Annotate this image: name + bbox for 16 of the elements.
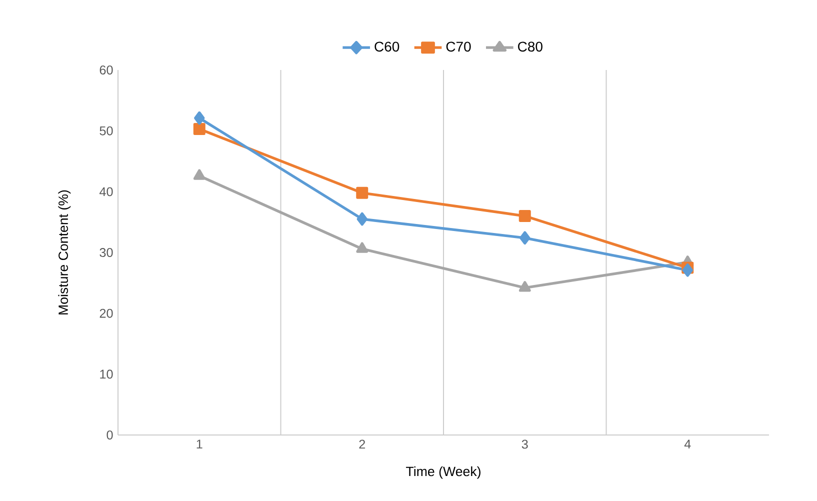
y-tick-label: 30 (100, 248, 113, 257)
legend-label: C80 (518, 42, 542, 52)
x-tick-label: 1 (196, 440, 202, 448)
y-axis-title: Moisture Content (%) (58, 190, 71, 314)
y-tick-label: 10 (100, 370, 113, 379)
y-tick-label: 20 (100, 308, 113, 318)
y-tick-label: 50 (100, 126, 113, 136)
x-tick-label: 3 (522, 440, 528, 449)
x-axis-title: Time (Week) (406, 466, 480, 479)
y-tick-label: 60 (100, 66, 113, 74)
y-tick-label: 0 (106, 430, 113, 440)
legend-label: C70 (446, 42, 471, 52)
y-tick-label: 40 (100, 187, 113, 196)
legend-label: C60 (374, 42, 400, 52)
x-tick-label: 2 (359, 440, 366, 449)
x-tick-label: 4 (684, 440, 691, 448)
